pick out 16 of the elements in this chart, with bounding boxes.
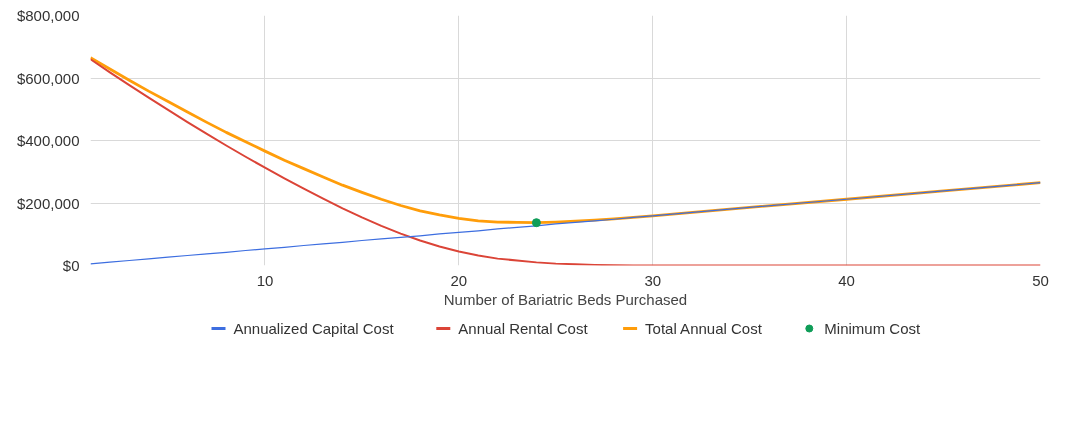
- x-tick-label: 50: [1032, 271, 1049, 289]
- y-tick-label: $0: [62, 257, 80, 274]
- x-tick-label: 10: [256, 271, 274, 289]
- y-tick-label: $600,000: [16, 69, 80, 87]
- x-tick-label: 20: [450, 271, 468, 289]
- legend-label: Annualized Capital Cost: [233, 320, 395, 337]
- legend-label: Total Annual Cost: [645, 320, 763, 337]
- x-tick-label: 40: [838, 271, 855, 289]
- y-tick-label: $200,000: [16, 194, 80, 212]
- line-series: [90, 182, 1041, 265]
- y-tick-label: $400,000: [16, 132, 80, 149]
- legend-label: Minimum Cost: [824, 320, 921, 337]
- x-tick-label: 30: [644, 271, 662, 289]
- x-axis-title: Number of Bariatric Beds Purchased: [443, 290, 688, 308]
- legend-label: Annual Rental Cost: [458, 320, 589, 337]
- y-tick-label: $800,000: [16, 7, 80, 24]
